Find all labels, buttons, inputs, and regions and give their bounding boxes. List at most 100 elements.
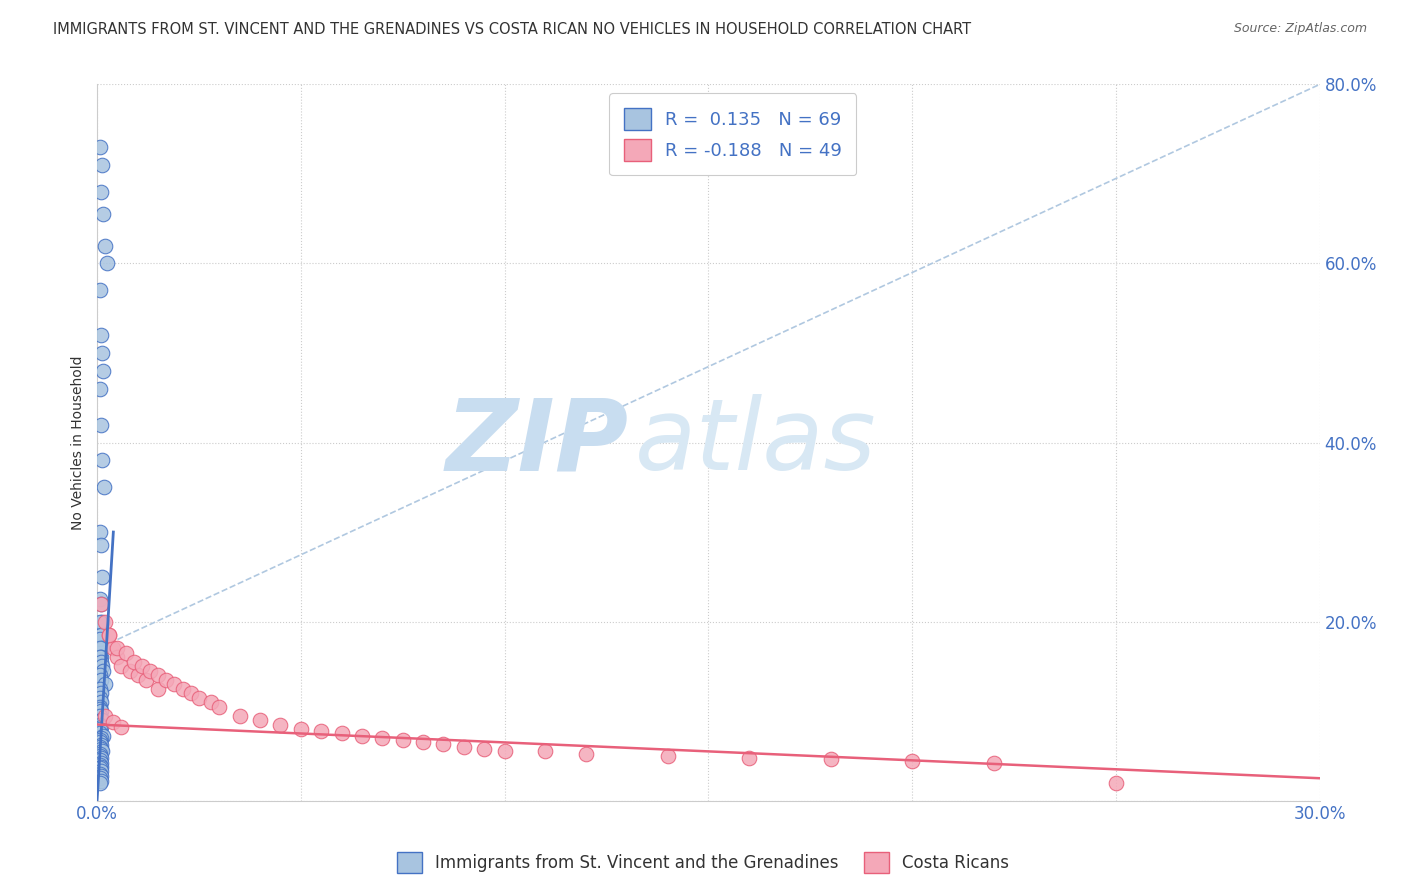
Point [90, 756, 112, 770]
Point [127, 668, 149, 682]
Point [89, 726, 111, 740]
Point [91, 570, 114, 584]
Point [91, 158, 114, 172]
Point [118, 664, 141, 678]
Point [89, 524, 111, 539]
Point [89, 140, 111, 154]
Point [89, 739, 111, 754]
Point [91, 346, 114, 360]
Point [146, 668, 169, 682]
Point [89, 382, 111, 396]
Point [89, 592, 111, 607]
Point [91, 453, 114, 467]
Point [89, 283, 111, 297]
Point [90, 417, 112, 432]
Point [90, 185, 112, 199]
Point [155, 673, 177, 687]
Point [89, 668, 111, 682]
Point [330, 726, 353, 740]
Point [269, 717, 291, 731]
Point [983, 756, 1005, 770]
Point [94, 677, 117, 691]
Point [90, 628, 112, 642]
Point [94, 708, 117, 723]
Point [110, 720, 132, 734]
Point [90, 539, 112, 553]
Point [391, 732, 413, 747]
Point [91, 364, 114, 378]
Point [107, 650, 129, 665]
Point [90, 741, 112, 756]
Point [90, 759, 112, 773]
Point [89, 747, 111, 761]
Legend: R =  0.135   N = 69, R = -0.188   N = 49: R = 0.135 N = 69, R = -0.188 N = 49 [609, 94, 856, 176]
Point [89, 753, 111, 767]
Point [90, 773, 112, 788]
Point [91, 659, 114, 673]
Point [208, 699, 231, 714]
Point [90, 738, 112, 752]
Point [90, 704, 112, 718]
Point [91, 664, 114, 678]
Point [432, 737, 454, 751]
Point [89, 732, 111, 747]
Point [90, 713, 112, 727]
Point [575, 747, 598, 761]
Point [90, 686, 112, 700]
Point [94, 615, 117, 629]
Point [114, 646, 136, 660]
Point [90, 328, 112, 343]
Point [90, 764, 112, 778]
Point [738, 750, 761, 764]
Point [91, 713, 114, 727]
Point [309, 723, 332, 738]
Point [89, 717, 111, 731]
Point [89, 690, 111, 705]
Point [90, 731, 112, 745]
Point [453, 739, 475, 754]
Point [187, 690, 209, 705]
Point [494, 744, 516, 758]
Point [534, 744, 557, 758]
Point [89, 650, 111, 665]
Point [91, 615, 114, 629]
Point [1105, 775, 1128, 789]
Point [131, 659, 153, 673]
Point [820, 752, 842, 766]
Point [89, 632, 111, 647]
Point [89, 702, 111, 716]
Point [350, 729, 373, 743]
Point [90, 768, 112, 782]
Text: atlas: atlas [636, 394, 876, 491]
Point [91, 641, 114, 656]
Point [107, 641, 129, 656]
Point [89, 708, 111, 723]
Point [89, 766, 111, 780]
Point [89, 748, 111, 763]
Point [200, 695, 222, 709]
Point [96, 256, 118, 270]
Point [122, 655, 145, 669]
Point [91, 729, 114, 743]
Point [89, 641, 111, 656]
Point [290, 722, 312, 736]
Point [90, 720, 112, 734]
Point [110, 659, 132, 673]
Point [103, 714, 125, 729]
Point [98, 628, 121, 642]
Text: IMMIGRANTS FROM ST. VINCENT AND THE GRENADINES VS COSTA RICAN NO VEHICLES IN HOU: IMMIGRANTS FROM ST. VINCENT AND THE GREN… [53, 22, 972, 37]
Point [90, 597, 112, 611]
Text: ZIP: ZIP [446, 394, 628, 491]
Point [139, 664, 162, 678]
Point [228, 708, 250, 723]
Point [146, 681, 169, 696]
Point [93, 480, 115, 494]
Point [135, 673, 157, 687]
Point [89, 771, 111, 785]
Point [90, 695, 112, 709]
Point [89, 775, 111, 789]
Point [89, 699, 111, 714]
Point [98, 628, 121, 642]
Point [180, 686, 202, 700]
Point [90, 655, 112, 669]
